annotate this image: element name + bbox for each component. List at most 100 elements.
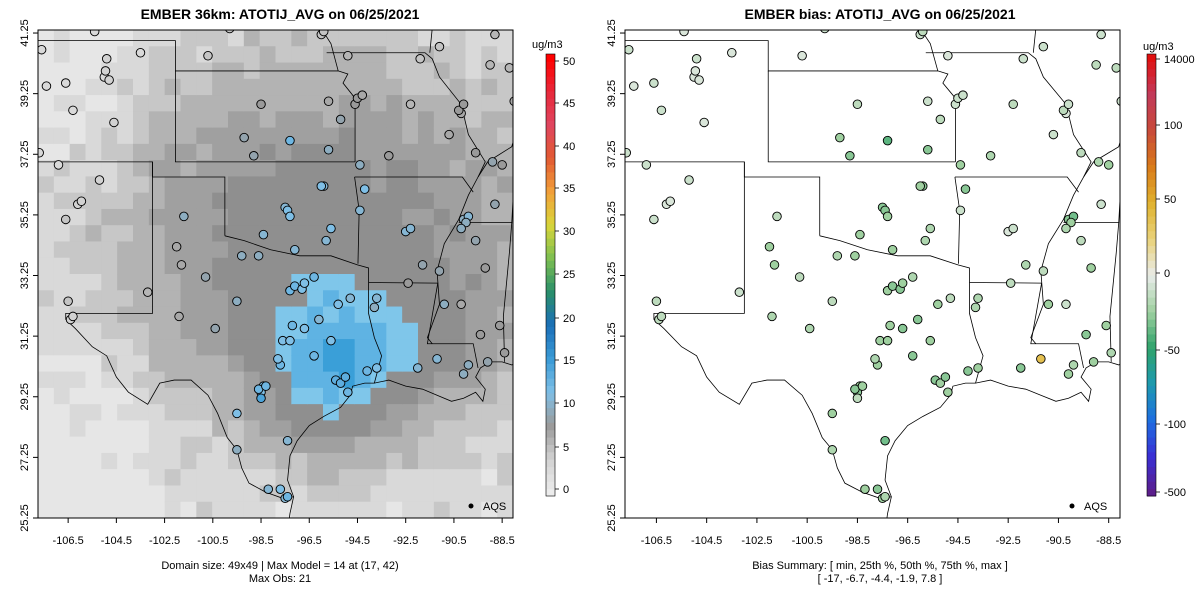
model-grid-cell [164, 111, 182, 129]
model-grid-cell [307, 452, 324, 470]
model-grid-cell [148, 290, 166, 308]
model-grid-cell [85, 111, 102, 129]
model-grid-cell [196, 160, 213, 177]
model-grid-cell [117, 257, 134, 275]
model-grid-cell [196, 355, 213, 373]
model-grid-cell [69, 404, 87, 421]
model-grid-cell [370, 257, 387, 275]
model-grid-cell [69, 501, 87, 518]
model-grid-cell [164, 436, 182, 454]
model-grid-cell [418, 452, 435, 470]
model-grid-cell [338, 225, 356, 243]
model-grid-cell [307, 501, 324, 518]
model-grid-cell [370, 387, 387, 405]
model-grid-cell [323, 241, 340, 259]
model-grid-cell [386, 322, 403, 340]
model-grid-cell [228, 143, 245, 161]
model-grid-cell [259, 306, 277, 324]
model-grid-cell [386, 387, 403, 405]
model-grid-cell [196, 436, 213, 454]
model-grid-cell [69, 30, 87, 47]
station-marker [958, 90, 968, 100]
model-grid-cell [117, 225, 134, 243]
station-marker [912, 314, 923, 325]
model-grid-cell [196, 485, 213, 503]
colorbar-segment [546, 149, 555, 158]
model-grid-cell [148, 404, 166, 421]
colorbar-segment [1147, 378, 1156, 386]
model-grid-cell [85, 469, 102, 487]
colorbar-segment [1147, 466, 1156, 475]
model-grid-cell [117, 469, 134, 487]
model-grid-cell [370, 208, 387, 226]
state-border-line [175, 70, 356, 163]
model-grid-cell [465, 127, 482, 145]
colorbar-segment [1147, 142, 1156, 151]
colorbar-tick-label: 35 [563, 183, 575, 195]
model-grid-cell [148, 95, 166, 112]
station-marker [340, 372, 351, 382]
state-borders [625, 30, 1120, 518]
model-grid-cell [402, 46, 419, 64]
station-marker [458, 369, 469, 379]
aqs-legend-label: AQS [1084, 501, 1107, 513]
model-grid-cell [465, 436, 482, 454]
model-grid-cell [386, 241, 403, 259]
model-grid-cell [386, 355, 403, 373]
station-marker [475, 329, 486, 340]
model-grid-cell [338, 306, 356, 324]
model-grid-cell [291, 387, 308, 405]
colorbar-tick-label: 30 [563, 226, 575, 238]
model-grid-cell [196, 469, 213, 487]
model-grid-cell [212, 225, 229, 243]
lon-tick-label: -100.5 [792, 535, 823, 547]
model-grid-cell [465, 46, 482, 64]
model-grid-cell [275, 371, 292, 389]
model-grid-cell [497, 78, 513, 96]
model-grid-cell [497, 143, 513, 161]
model-grid-cell [465, 501, 482, 518]
station-marker [434, 266, 445, 276]
model-grid-cell [354, 469, 372, 487]
model-grid-cell [212, 127, 229, 145]
model-grid-cell [497, 501, 513, 518]
model-grid-cell [53, 46, 71, 64]
station-marker [362, 366, 372, 376]
colorbar-segment [1147, 451, 1156, 460]
colorbar-segment [546, 370, 555, 379]
model-grid-cell [38, 111, 55, 129]
colorbar-segment [546, 422, 555, 431]
model-grid-cell [228, 257, 245, 275]
model-grid-cell [180, 241, 197, 259]
model-grid-cell [180, 176, 197, 194]
model-grid-cell [53, 452, 71, 470]
model-grid-cell [133, 176, 150, 194]
model-grid-cell [164, 143, 182, 161]
model-grid-cell [212, 257, 229, 275]
model-grid-cell [85, 274, 102, 291]
station-marker [870, 354, 880, 364]
model-grid-cell [69, 469, 87, 487]
lat-tick-label: 27.25 [606, 444, 618, 472]
model-grid-cell [307, 371, 324, 389]
model-grid-cell [243, 420, 261, 438]
lat-tick-label: 29.25 [19, 383, 31, 411]
model-grid-cell [433, 371, 451, 389]
model-grid-cell [148, 208, 166, 226]
model-grid-cell [148, 274, 166, 291]
station-marker [1005, 278, 1016, 288]
model-grid-cell [449, 322, 467, 340]
model-grid-cell [69, 436, 87, 454]
station-marker [299, 323, 310, 334]
model-grid-cell [465, 469, 482, 487]
model-grid-cell [101, 306, 118, 324]
model-grid-cell [481, 371, 498, 389]
station-marker [1091, 60, 1101, 70]
model-grid-cell [117, 95, 134, 112]
station-marker [458, 99, 469, 110]
model-grid-cell [69, 160, 87, 177]
model-grid-cell [228, 339, 245, 356]
model-grid-cell [228, 78, 245, 96]
model-grid-cell [307, 469, 324, 487]
station-marker [60, 214, 71, 225]
